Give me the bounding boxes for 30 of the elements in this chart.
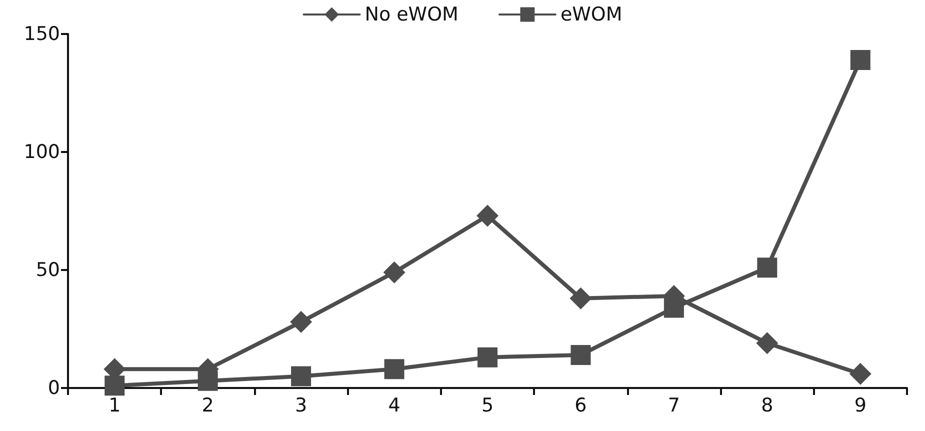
point — [476, 204, 498, 227]
point — [104, 376, 125, 396]
point — [850, 50, 870, 70]
x-tick-label: 8 — [761, 394, 774, 416]
legend-label: eWOM — [560, 4, 622, 26]
y-tick-label: 100 — [24, 141, 60, 163]
x-tick-label: 7 — [668, 394, 680, 416]
point — [664, 298, 684, 318]
point — [757, 258, 778, 278]
point — [570, 287, 592, 310]
x-tick-label: 6 — [574, 394, 587, 416]
y-tick-label: 0 — [48, 377, 60, 399]
point — [384, 359, 404, 380]
point — [849, 362, 872, 385]
y-tick-label: 50 — [36, 259, 60, 281]
x-tick-label: 1 — [108, 394, 121, 416]
point — [291, 366, 312, 386]
x-tick-label: 4 — [388, 394, 400, 416]
point — [570, 344, 591, 365]
point — [198, 370, 218, 391]
x-tick-label: 3 — [295, 394, 308, 416]
point — [756, 332, 778, 354]
point — [383, 261, 406, 284]
x-tick-label: 9 — [854, 394, 866, 416]
x-tick-label: 5 — [481, 394, 494, 416]
legend-label: No eWOM — [364, 4, 458, 26]
y-tick-label: 150 — [24, 23, 60, 45]
point — [290, 310, 312, 333]
point — [478, 347, 498, 368]
x-tick-label: 2 — [202, 394, 214, 416]
